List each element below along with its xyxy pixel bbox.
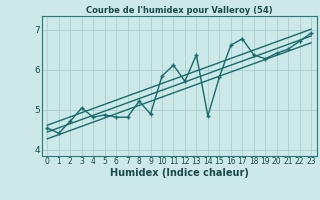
Title: Courbe de l'humidex pour Valleroy (54): Courbe de l'humidex pour Valleroy (54) xyxy=(86,6,273,15)
X-axis label: Humidex (Indice chaleur): Humidex (Indice chaleur) xyxy=(110,168,249,178)
